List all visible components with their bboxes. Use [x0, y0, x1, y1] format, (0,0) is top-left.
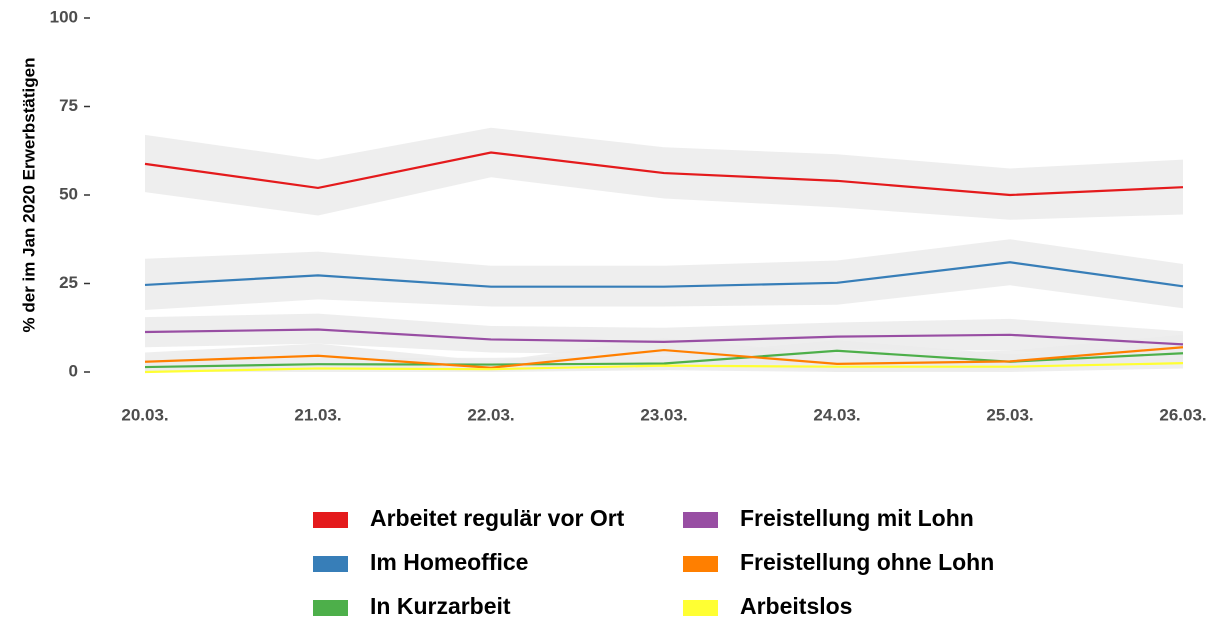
y-tick-label: 50 — [59, 184, 78, 203]
confidence-band — [145, 313, 1183, 358]
confidence-band — [145, 239, 1183, 311]
x-tick-label: 21.03. — [294, 405, 341, 424]
legend-label: In Kurzarbeit — [370, 593, 511, 619]
x-tick-label: 25.03. — [986, 405, 1033, 424]
y-tick-label: 25 — [59, 273, 78, 292]
series-line — [144, 362, 1184, 374]
x-tick-label: 20.03. — [121, 405, 168, 424]
legend-label: Im Homeoffice — [370, 549, 528, 575]
x-tick-label: 22.03. — [467, 405, 514, 424]
series-line — [144, 346, 1184, 369]
x-tick-label: 24.03. — [813, 405, 860, 424]
y-tick-label: 100 — [50, 7, 78, 26]
legend-label: Freistellung ohne Lohn — [740, 549, 994, 575]
legend-swatch — [313, 512, 348, 528]
legend-label: Arbeitet regulär vor Ort — [370, 505, 625, 531]
legend-swatch — [683, 556, 718, 572]
y-axis-label: % der im Jan 2020 Erwerbstätigen — [19, 58, 38, 333]
y-tick-label: 75 — [59, 96, 78, 115]
x-tick-label: 26.03. — [1159, 405, 1206, 424]
legend-label: Arbeitslos — [740, 593, 852, 619]
legend-swatch — [313, 600, 348, 616]
legend-swatch — [683, 600, 718, 616]
legend-swatch — [313, 556, 348, 572]
series-line — [144, 151, 1184, 197]
series-line — [144, 261, 1184, 288]
series-line — [144, 328, 1184, 346]
x-tick-label: 23.03. — [640, 405, 687, 424]
legend-label: Freistellung mit Lohn — [740, 505, 974, 531]
legend-swatch — [683, 512, 718, 528]
y-tick-label: 0 — [69, 361, 78, 380]
